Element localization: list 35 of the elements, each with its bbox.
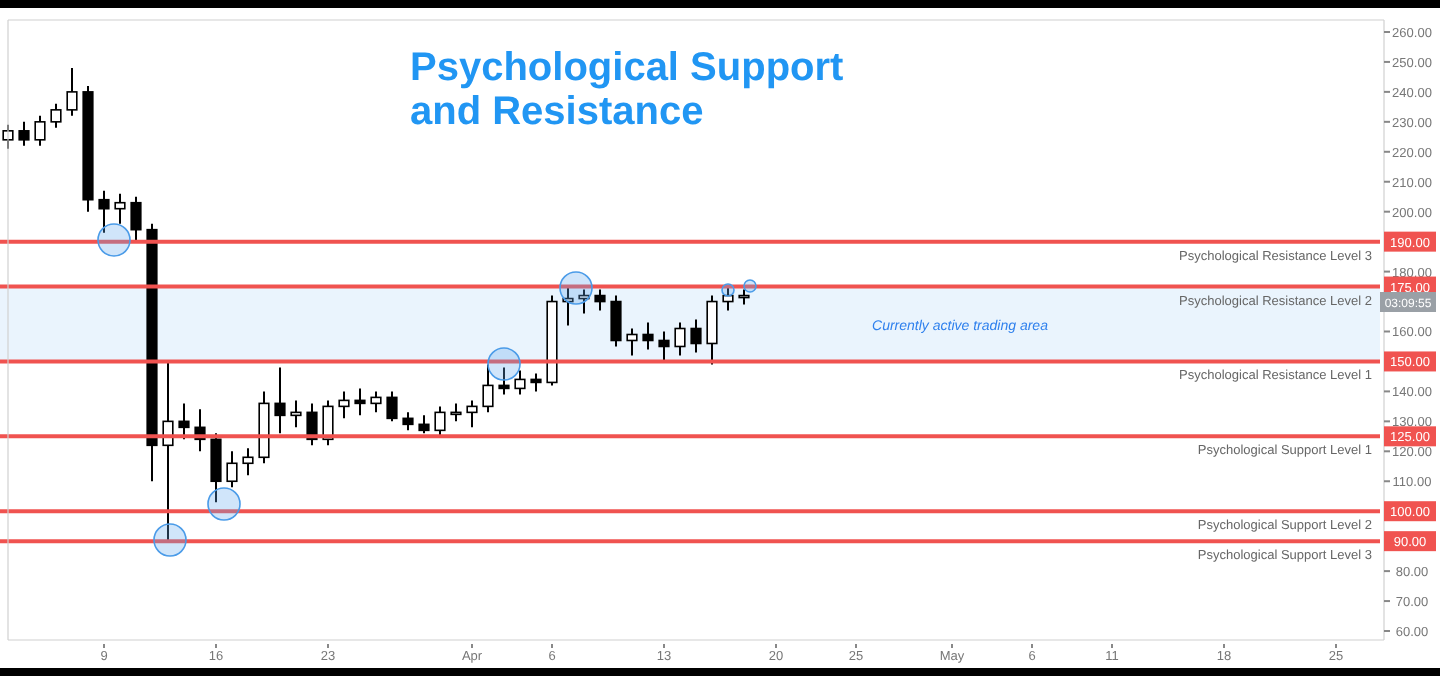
candlestick xyxy=(562,285,574,327)
candlestick xyxy=(18,120,30,147)
candlestick xyxy=(610,294,622,348)
candlestick xyxy=(226,450,238,489)
candlestick xyxy=(690,318,702,354)
candlestick xyxy=(354,387,366,417)
candlestick xyxy=(466,399,478,429)
candlestick xyxy=(50,102,62,129)
candlestick xyxy=(210,432,222,504)
candlestick xyxy=(386,390,398,423)
candlestick xyxy=(370,390,382,414)
candlestick xyxy=(34,114,46,147)
candlestick xyxy=(274,366,286,435)
candlestick xyxy=(338,390,350,420)
candlestick xyxy=(514,369,526,396)
candlestick xyxy=(498,366,510,396)
candlestick xyxy=(642,321,654,351)
candlestick xyxy=(242,447,254,477)
candlestick xyxy=(322,399,334,447)
candlestick xyxy=(114,192,126,225)
candlestick xyxy=(626,327,638,357)
candlestick xyxy=(98,189,110,234)
candlestick xyxy=(722,285,734,312)
candlestick xyxy=(482,363,494,414)
candlestick xyxy=(594,288,606,312)
candlestick xyxy=(66,66,78,117)
candlestick xyxy=(578,288,590,315)
candlestick xyxy=(658,330,670,363)
candlestick xyxy=(178,402,190,441)
text: Psychological Support and Resistance xyxy=(410,46,845,134)
candlestick xyxy=(706,294,718,366)
candlestick xyxy=(434,405,446,438)
candlestick xyxy=(130,195,142,243)
candlestick xyxy=(674,321,686,357)
candlestick xyxy=(290,399,302,429)
